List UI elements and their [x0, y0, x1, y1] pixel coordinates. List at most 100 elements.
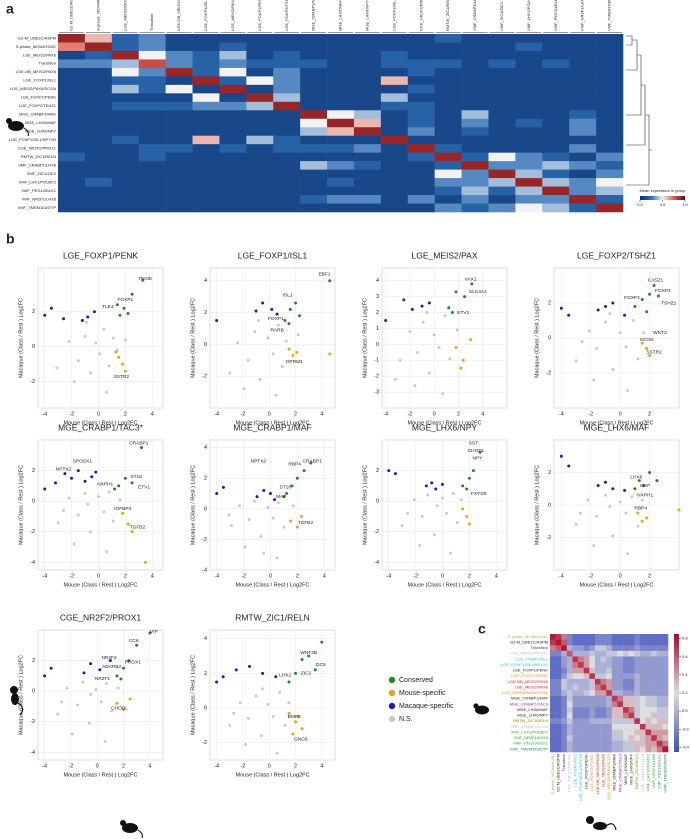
- x-axis-label: Mouse (Class / Rest ) Log2FC: [64, 772, 138, 778]
- point: [83, 334, 87, 338]
- point: [432, 333, 436, 337]
- point: [56, 712, 60, 716]
- point: [677, 508, 681, 512]
- heatmap-cell: [246, 84, 274, 94]
- heatmap-cell: [407, 76, 435, 86]
- heatmap-cell: [617, 656, 624, 663]
- heatmap-cell: [353, 195, 382, 204]
- heatmap-cell: [380, 152, 409, 162]
- heatmap-cell: [594, 735, 601, 742]
- heatmap-cell: [639, 723, 646, 730]
- heatmap-cell: [488, 84, 516, 94]
- point: [291, 354, 295, 357]
- heatmap-cell: [246, 178, 274, 187]
- heatmap-cell: [219, 50, 247, 60]
- heatmap-cell: [327, 186, 355, 196]
- heatmap-cell: [219, 203, 247, 213]
- heatmap-cell: [111, 135, 140, 145]
- heatmap-cell: [515, 67, 543, 77]
- y-tick-label: 3: [376, 294, 379, 300]
- point: [111, 519, 115, 523]
- point: [611, 301, 615, 305]
- y-tick-label: 2: [32, 468, 35, 474]
- heatmap-cell: [192, 118, 220, 128]
- heatmap-cell: [192, 110, 220, 120]
- gene-label: ZIC2: [301, 671, 312, 677]
- y-tick-label: 2: [32, 658, 35, 664]
- point: [127, 659, 131, 663]
- heatmap-cell: [192, 101, 220, 111]
- heatmap-cell: [111, 195, 140, 204]
- heatmap-cell: [84, 42, 113, 52]
- heatmap-cell: [596, 101, 624, 111]
- heatmap-cell: [589, 735, 596, 742]
- point: [296, 333, 300, 337]
- point: [459, 498, 463, 502]
- column-label: RMTW_ZIC1/RELN: [634, 754, 639, 789]
- heatmap-cell: [566, 695, 573, 702]
- heatmap-cell: [596, 93, 624, 103]
- heatmap-cell: [611, 662, 618, 669]
- point: [254, 309, 258, 313]
- point: [122, 708, 126, 712]
- heatmap-cell: [273, 110, 301, 120]
- heatmap-cell: [596, 186, 624, 196]
- heatmap-cell: [192, 34, 220, 43]
- heatmap-cell: [219, 67, 247, 77]
- heatmap-cell: [84, 84, 113, 94]
- y-tick-label: -2: [30, 529, 35, 535]
- heatmap-cell: [327, 161, 355, 170]
- heatmap-cell: [566, 701, 573, 708]
- heatmap-cell: [219, 195, 247, 204]
- heatmap-cell: [606, 707, 613, 713]
- heatmap-cell: [617, 673, 624, 680]
- heatmap-cell: [594, 718, 601, 725]
- heatmap-cell: [192, 59, 220, 69]
- point: [294, 671, 298, 675]
- heatmap-cell: [639, 678, 646, 685]
- heatmap-cell: [634, 740, 641, 747]
- heatmap-cell: [596, 34, 624, 43]
- row-label: VMF_PEG10/DLK1: [21, 188, 56, 193]
- heatmap-cell: [645, 650, 652, 657]
- heatmap-cell: [555, 645, 562, 652]
- heatmap-cell: [589, 701, 596, 708]
- heatmap-cell: [165, 50, 193, 60]
- x-tick-label: -4: [42, 411, 47, 417]
- heatmap-cell: [566, 662, 573, 669]
- heatmap-cell: [656, 690, 663, 697]
- row-label: Transition: [531, 645, 548, 650]
- heatmap-cell: [578, 701, 585, 708]
- gene-label: VIP: [150, 629, 158, 635]
- point: [320, 640, 324, 644]
- heatmap-cell: [589, 712, 596, 719]
- point: [273, 498, 277, 502]
- point: [421, 320, 425, 324]
- heatmap-cell: [645, 729, 652, 736]
- heatmap-cell: [246, 203, 274, 213]
- x-tick-label: -2: [68, 763, 73, 769]
- heatmap-cell: [594, 746, 601, 753]
- heatmap-cell: [583, 707, 590, 713]
- heatmap-cell: [58, 195, 86, 204]
- heatmap-cell: [639, 729, 646, 736]
- heatmap-cell: [273, 144, 301, 153]
- heatmap-cell: [583, 678, 590, 685]
- heatmap-cell: [656, 712, 663, 719]
- row-label: VMF_NR2F1/LHX6: [514, 735, 549, 740]
- point: [92, 310, 96, 314]
- heatmap-cell: [651, 740, 658, 747]
- heatmap-cell: [461, 195, 489, 204]
- gene-label: ETV1: [457, 310, 469, 316]
- heatmap-cell: [572, 701, 579, 708]
- heatmap-cell: [566, 718, 573, 725]
- heatmap-cell: [600, 634, 607, 640]
- heatmap-cell: [542, 110, 570, 120]
- point: [227, 513, 231, 517]
- heatmap-cell: [434, 42, 462, 52]
- heatmap-cell: [550, 690, 556, 697]
- heatmap-cell: [566, 667, 573, 674]
- point: [443, 314, 447, 318]
- gene-label: ZIC5: [315, 662, 326, 668]
- heatmap-cell: [600, 718, 607, 725]
